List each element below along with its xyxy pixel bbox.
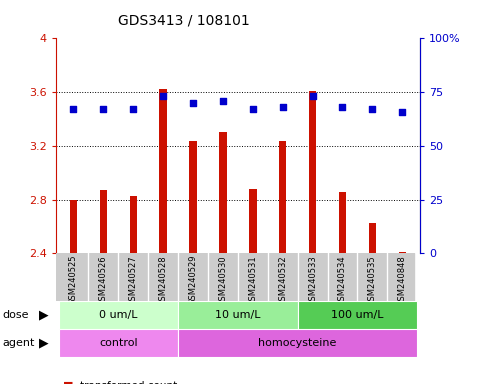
Text: GSM240848: GSM240848 bbox=[398, 255, 407, 306]
Text: GSM240525: GSM240525 bbox=[69, 255, 78, 305]
Text: GSM240526: GSM240526 bbox=[99, 255, 108, 306]
Bar bbox=[70, 200, 77, 253]
Text: GSM240528: GSM240528 bbox=[158, 255, 168, 306]
Text: GSM240530: GSM240530 bbox=[218, 255, 227, 306]
Bar bbox=[178, 301, 298, 329]
Point bbox=[279, 104, 286, 110]
Bar bbox=[99, 190, 107, 253]
Point bbox=[369, 106, 376, 113]
Text: GSM240533: GSM240533 bbox=[308, 255, 317, 306]
Point bbox=[189, 100, 197, 106]
Text: GSM240529: GSM240529 bbox=[188, 255, 198, 305]
Text: agent: agent bbox=[2, 338, 35, 348]
Bar bbox=[249, 189, 256, 253]
Text: ▶: ▶ bbox=[39, 336, 48, 349]
Text: 0 um/L: 0 um/L bbox=[99, 310, 138, 320]
Bar bbox=[369, 223, 376, 253]
Bar bbox=[339, 192, 346, 253]
Bar bbox=[309, 91, 316, 253]
Point bbox=[249, 106, 256, 113]
Bar bbox=[178, 329, 417, 357]
Text: ▶: ▶ bbox=[39, 309, 48, 322]
Text: dose: dose bbox=[2, 310, 29, 320]
Point bbox=[129, 106, 137, 113]
Text: GSM240534: GSM240534 bbox=[338, 255, 347, 306]
Bar bbox=[219, 132, 227, 253]
Bar bbox=[398, 252, 406, 253]
Point bbox=[398, 108, 406, 114]
Bar bbox=[58, 329, 178, 357]
Bar bbox=[189, 141, 197, 253]
Text: control: control bbox=[99, 338, 138, 348]
Text: GSM240532: GSM240532 bbox=[278, 255, 287, 306]
Text: GDS3413 / 108101: GDS3413 / 108101 bbox=[118, 13, 249, 27]
Text: ■: ■ bbox=[63, 381, 73, 384]
Text: transformed count: transformed count bbox=[80, 381, 177, 384]
Text: 100 um/L: 100 um/L bbox=[331, 310, 384, 320]
Text: homocysteine: homocysteine bbox=[258, 338, 337, 348]
Text: GSM240531: GSM240531 bbox=[248, 255, 257, 306]
Bar bbox=[58, 301, 178, 329]
Text: GSM240535: GSM240535 bbox=[368, 255, 377, 306]
Point bbox=[219, 98, 227, 104]
Bar bbox=[129, 196, 137, 253]
Text: GSM240527: GSM240527 bbox=[129, 255, 138, 306]
Text: 10 um/L: 10 um/L bbox=[215, 310, 261, 320]
Point bbox=[159, 93, 167, 99]
Bar bbox=[159, 89, 167, 253]
Point bbox=[99, 106, 107, 113]
Bar bbox=[279, 141, 286, 253]
Point bbox=[70, 106, 77, 113]
Point bbox=[339, 104, 346, 110]
Point bbox=[309, 93, 316, 99]
Bar bbox=[298, 301, 417, 329]
